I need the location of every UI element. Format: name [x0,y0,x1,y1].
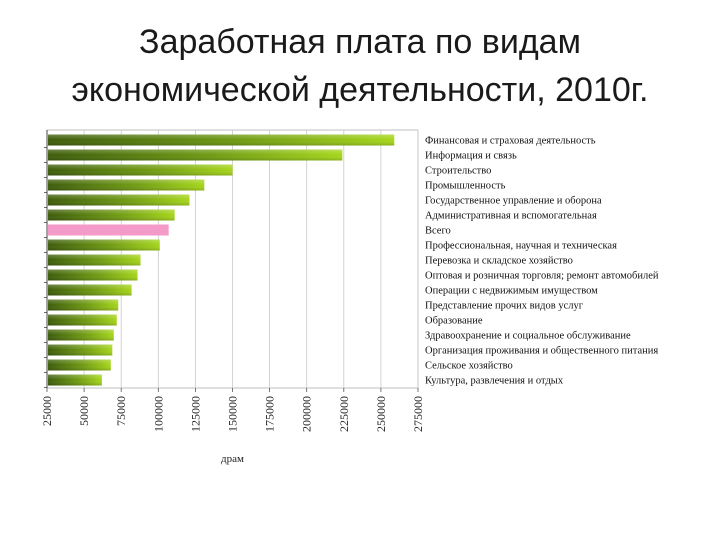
bar-shade [48,179,205,191]
x-tick-label: 25000 [40,396,54,426]
bar-shade [48,344,113,356]
category-label: Образование [425,316,483,327]
category-label: Профессиональная, научная и техническая [425,241,617,252]
x-tick-label: 100000 [151,396,165,432]
bar-shade [48,254,141,266]
bar-shade [48,149,343,161]
bar-shade [48,299,119,311]
x-tick-label: 75000 [114,396,128,426]
bar-total [48,224,169,236]
category-label: Информация и связь [425,151,517,162]
category-label: Здравоохранение и социальное обслуживани… [425,331,631,342]
category-label: Государственное управление и оборона [425,196,602,207]
category-label: Строительство [425,166,491,177]
category-label: Промышленность [425,181,506,192]
x-tick-label: 225000 [337,396,351,432]
x-tick-label: 125000 [188,396,202,432]
category-label: Сельское хозяйство [425,361,513,372]
bar-shade [48,359,111,371]
plot-area: 25000 50000 75000 100000 125000 150000 175000 2… [40,129,659,465]
category-label: Культура, развлечения и отдых [425,376,564,387]
bar-shade [48,209,175,221]
x-tick-label: 250000 [374,396,388,432]
x-tick-label: 150000 [226,396,240,432]
category-label: Операции с недвижимым имуществом [425,286,598,297]
x-axis-title: драм [221,453,244,465]
bar-shade [48,269,138,281]
bar-shade [48,314,117,326]
x-tick-label: 275000 [411,396,425,432]
category-label: Всего [425,226,451,237]
x-tick-label: 50000 [77,396,91,426]
category-label: Финансовая и страховая деятельность [425,136,596,147]
bar-shade [48,164,233,176]
category-label: Организация проживания и общественного п… [425,346,658,357]
bar-shade [48,134,395,146]
category-label: Перевозка и складское хозяйство [425,256,573,267]
x-tick-label: 200000 [300,396,314,432]
category-label: Представление прочих видов услуг [425,301,584,312]
bar-shade [48,239,160,251]
bar-shade [48,284,132,296]
bar-shade [48,194,190,206]
category-label: Административная и вспомогательная [425,211,597,222]
slide-title: Заработная плата по видам экономической … [20,18,700,114]
bar-shade [48,329,114,341]
slide-title-line-1: Заработная плата по видам [139,23,581,61]
bar-shade [48,374,102,386]
slide-title-line-2: экономической деятельности, 2010г. [71,71,649,109]
category-label: Оптовая и розничная торговля; ремонт авт… [425,271,659,282]
x-tick-label: 175000 [263,396,277,432]
